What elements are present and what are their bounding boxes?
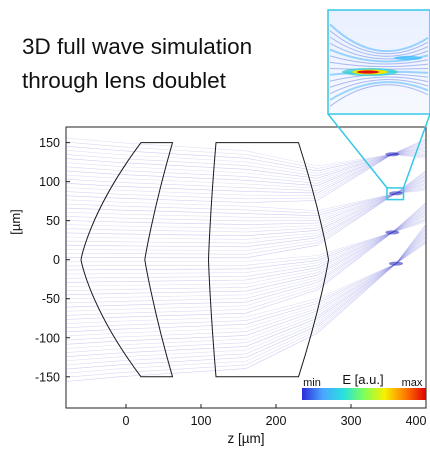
inset-secondary-spot [394,55,422,61]
field-ray [66,243,426,324]
x-tick-label: 200 [266,414,287,428]
y-axis-label: [µm] [8,209,23,235]
y-tick-label: 150 [39,136,60,150]
field-ray [66,145,426,189]
colorbar-title: E [a.u.] [342,372,383,387]
field-ray [66,170,426,259]
zoom-indicator [327,113,430,201]
field-ray [66,241,426,329]
x-tick-label: 400 [406,414,427,428]
field-ray [66,229,426,366]
zoom-inset [327,9,430,115]
colorbar-min-label: min [303,377,321,389]
focal-spot [385,230,400,235]
field-ray [66,213,426,287]
y-tick-label: 50 [46,214,60,228]
field-ray [66,202,426,320]
field-ray [66,221,426,263]
inset-field-line [329,42,429,60]
field-ray [66,144,426,191]
inset-field-line [329,79,429,95]
field-ray [66,217,426,275]
focal-spot [389,191,403,196]
field-ray [66,236,426,345]
plot-area [65,126,427,409]
zoom-connector-left [327,113,388,189]
colorbar-gradient [302,388,426,400]
zoom-inset-frame [327,9,430,115]
field-ray [66,214,426,283]
lens-outline-1 [80,142,174,378]
field-ray [66,232,426,357]
field-ray [66,176,426,244]
field-ray [66,173,426,251]
field-ray [66,219,426,271]
x-tick-label: 300 [341,414,362,428]
field-ray [66,237,426,341]
y-tick-label: -50 [42,292,60,306]
field-ray [66,230,426,362]
field-ray [66,181,426,229]
title-line-1: 3D full wave simulation [22,34,253,59]
inset-field-line [329,30,429,55]
field-ray [66,142,426,194]
y-axis-ticks: 150 100 50 0 -50 -100 -150 [35,136,70,384]
y-tick-label: 0 [53,253,60,267]
field-ray [66,212,426,291]
x-tick-label: 0 [123,414,130,428]
field-ray [66,183,426,225]
field-ray [66,223,426,382]
inset-field-line [329,84,429,107]
inset-field-line [329,23,429,53]
field-ray [66,228,426,370]
field-ray [66,210,426,296]
field-ray [66,174,426,248]
field-ray [66,205,426,312]
inset-hotspot-core [357,70,379,74]
field-ray [66,209,426,300]
x-tick-label: 100 [191,414,212,428]
lens-outlines [80,142,330,378]
field-ray [66,171,426,255]
y-tick-label: -100 [35,331,60,345]
colorbar-max-label: max [402,377,423,389]
field-ray [66,207,426,304]
field-ray [66,206,426,308]
zoom-connector-right [402,113,430,189]
field-ray [66,203,426,316]
inset-field-line [329,81,429,101]
colorbar: min E [a.u.] max [302,372,426,400]
inset-field-line [329,55,429,65]
y-tick-label: -150 [35,370,60,384]
field-ray [66,225,426,378]
field-ray [66,178,426,237]
title-line-2: through lens doublet [22,68,226,93]
focal-spots [385,152,403,266]
field-ray [66,177,426,240]
field-ray [66,184,426,222]
lens-outline-2 [207,142,330,378]
inset-field-line [329,76,429,88]
x-axis-label: z [µm] [227,431,264,446]
field-ray [66,220,426,267]
field-ray [66,180,426,233]
field-ray [66,233,426,353]
focal-spot [389,261,403,266]
field-ray [66,138,426,203]
zoom-region-box [386,187,405,201]
inset-field-line [329,61,429,68]
field-ray [66,140,426,200]
field-ray [66,216,426,279]
field-ray [66,226,426,374]
inset-field-line [329,36,429,57]
field-ray [66,234,426,349]
focal-spot [385,152,400,157]
x-axis-ticks: 0 100 200 300 400 [123,404,427,428]
field-ray [66,239,426,337]
y-tick-label: 100 [39,175,60,189]
